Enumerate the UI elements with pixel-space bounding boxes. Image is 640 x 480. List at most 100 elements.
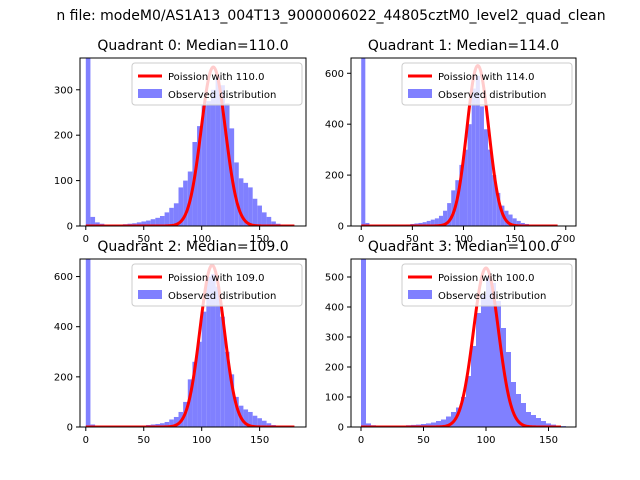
histogram-bar: [431, 422, 436, 427]
histogram-bar: [476, 313, 481, 427]
y-tick-label: 200: [54, 131, 73, 142]
panel-title: Quadrant 0: Median=110.0: [97, 38, 288, 54]
histogram-bar: [173, 203, 179, 226]
x-tick-label: 100: [192, 435, 211, 446]
legend-box: [401, 263, 573, 307]
legend-box: [131, 62, 303, 106]
panel-3: 0 50 100 150 0 100 200 300 400 500 Quadrant 3: Med…: [325, 239, 577, 446]
histogram-bar: [210, 274, 216, 427]
figure-suptitle: n file: modeM0/AS1A13_004T13_9000006022_…: [56, 8, 605, 24]
histogram-bar: [257, 205, 262, 226]
histogram-bar: [90, 216, 96, 226]
histogram-bar: [238, 178, 244, 226]
y-tick-label: 400: [325, 120, 344, 131]
panels: 0 50 100 150 0 100 200 300 Quadrant 0: Median=11…: [54, 38, 577, 446]
legend-bar-swatch: [408, 89, 432, 98]
histogram-bar: [266, 423, 272, 427]
y-tick-label: 0: [67, 423, 73, 434]
histogram-bar: [206, 101, 211, 226]
y-tick-label: 200: [54, 372, 73, 383]
histogram-bar: [491, 283, 496, 427]
histogram-bar: [243, 182, 249, 226]
legend-label-poisson: Poission with 110.0: [168, 72, 264, 83]
histogram-bar: [546, 423, 551, 427]
histogram-bar: [483, 129, 489, 226]
histogram-bar: [436, 421, 441, 427]
x-tick-label: 0: [358, 435, 364, 446]
histogram-bar: [451, 190, 456, 226]
plot-area: [85, 58, 300, 226]
poisson-curve: [361, 266, 561, 427]
histogram-bar: [85, 58, 91, 226]
plot-area: [361, 259, 566, 427]
histogram-bar: [481, 295, 486, 427]
histogram-bar: [447, 203, 452, 226]
x-tick-label: 0: [83, 435, 89, 446]
legend-label-poisson: Poission with 109.0: [168, 273, 264, 284]
histogram-bar: [434, 218, 439, 226]
histogram-bar: [536, 418, 541, 427]
legend-bar-swatch: [138, 89, 162, 98]
y-tick-label: 500: [325, 273, 344, 284]
histogram-bar: [155, 217, 160, 226]
histogram-bar: [210, 89, 216, 226]
y-tick-label: 200: [325, 363, 344, 374]
histogram-bar: [192, 361, 198, 427]
legend-box: [131, 263, 303, 307]
histogram-bar: [366, 423, 371, 427]
y-tick-label: 300: [325, 333, 344, 344]
histogram-bar: [224, 351, 230, 427]
histogram-bar: [456, 407, 461, 427]
histogram-bar: [365, 222, 370, 226]
histogram-bar: [361, 58, 366, 226]
histogram-bar: [496, 301, 501, 427]
histogram-bar: [471, 346, 476, 427]
legend-label-observed: Observed distribution: [438, 90, 546, 101]
histogram-bar: [95, 222, 100, 226]
x-tick-label: 200: [556, 234, 575, 245]
y-tick-label: 100: [54, 176, 73, 187]
histogram-bar: [197, 341, 202, 427]
histogram-bar: [475, 75, 480, 226]
legend-bar-swatch: [138, 290, 162, 299]
x-tick-label: 50: [417, 435, 430, 446]
histogram-bar: [215, 286, 221, 427]
histogram-bar: [169, 207, 174, 226]
histogram-bar: [169, 419, 174, 427]
panel-0: 0 50 100 150 0 100 200 300 Quadrant 0: Median=11…: [54, 38, 307, 245]
histogram-bar: [422, 222, 427, 226]
histogram-bar: [508, 214, 513, 226]
histogram-bar: [248, 187, 253, 226]
histogram-bar: [173, 416, 179, 427]
y-tick-label: 400: [54, 322, 73, 333]
y-tick-label: 100: [325, 393, 344, 404]
legend-label-observed: Observed distribution: [438, 291, 546, 302]
x-tick-label: 100: [454, 234, 473, 245]
legend-bar-swatch: [408, 290, 432, 299]
histogram-bar: [252, 415, 258, 427]
histogram-bar: [141, 221, 147, 226]
panel-title: Quadrant 1: Median=114.0: [368, 38, 559, 54]
x-tick-label: 0: [358, 234, 364, 245]
histogram-bar: [471, 88, 476, 226]
x-tick-label: 150: [250, 234, 269, 245]
x-tick-label: 50: [137, 435, 150, 446]
histogram-bar: [488, 149, 493, 226]
histogram-bar: [164, 212, 170, 226]
histogram-bar: [220, 85, 225, 226]
panel-1: 0 50 100 150 200 0 200 400 600 Quadrant 1: Median…: [325, 38, 577, 245]
histogram-bar: [516, 394, 521, 427]
x-tick-label: 150: [539, 435, 558, 446]
histogram-bar: [426, 423, 431, 427]
histogram-bar: [183, 180, 188, 226]
histogram-bar: [248, 411, 253, 427]
panel-2: 0 50 100 150 0 200 400 600 Quadrant 2: Median=10…: [54, 239, 307, 446]
x-tick-label: 50: [137, 234, 150, 245]
legend-label-observed: Observed distribution: [168, 90, 276, 101]
histogram-bar: [215, 76, 221, 226]
x-tick-label: 50: [406, 234, 419, 245]
legend-label-poisson: Poission with 114.0: [438, 72, 534, 83]
histogram-bar: [85, 259, 91, 427]
panel-title: Quadrant 3: Median=100.0: [368, 239, 559, 255]
histogram-bar: [446, 416, 451, 427]
